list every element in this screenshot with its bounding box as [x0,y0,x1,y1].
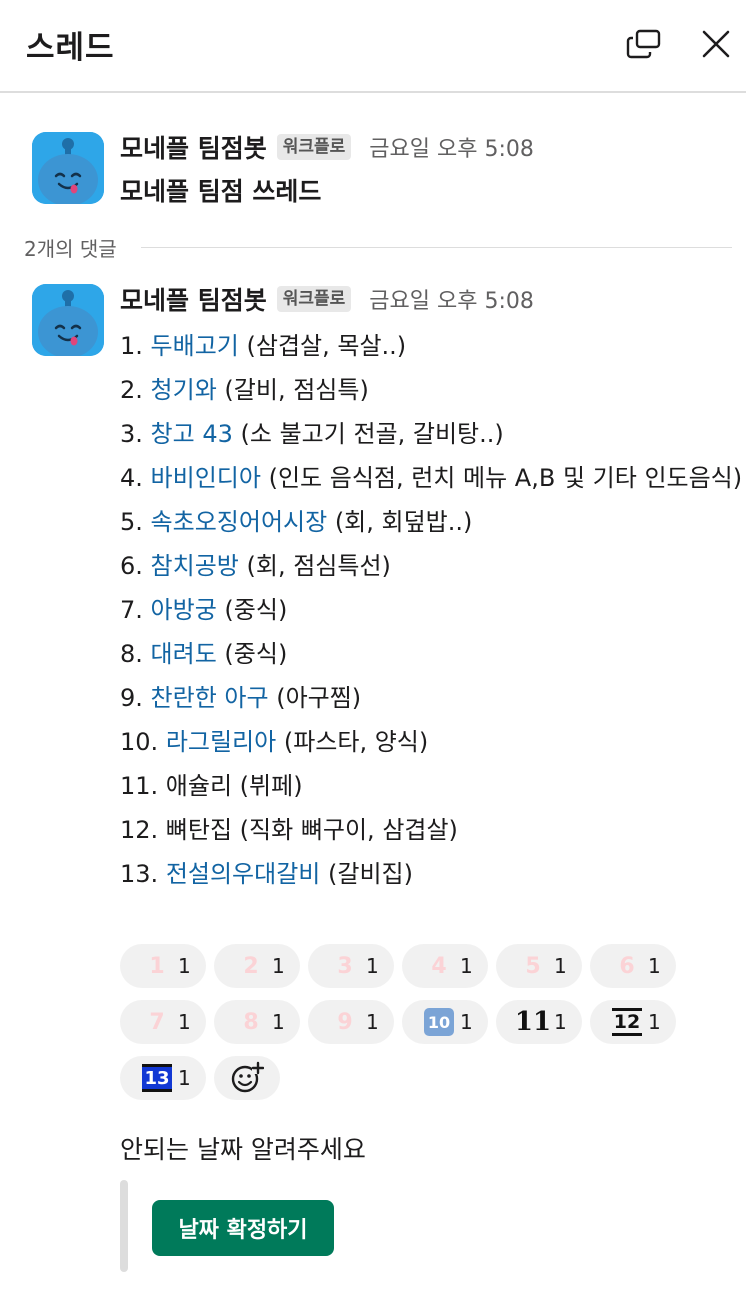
message-timestamp[interactable]: 금요일 오후 5:08 [369,289,534,314]
list-item: 9. 찬란한 아구 (아구찜) [120,684,362,712]
reaction-count: 1 [366,954,379,978]
message-text: 모네플 팀점 쓰레드 [120,177,322,206]
reaction-pill[interactable]: 13 1 [120,1056,206,1100]
number-13-icon: 13 [142,1064,172,1092]
list-item: 2. 청기와 (갈비, 점심특) [120,376,369,404]
restaurant-link[interactable]: 아방궁 [150,596,217,624]
reaction-count: 1 [648,1010,661,1034]
list-item: 10. 라그릴리아 (파스타, 양식) [120,728,429,756]
list-item: 13. 전설의우대갈비 (갈비집) [120,860,413,888]
reaction-count: 1 [178,1010,191,1034]
keycap-2-icon: 2 [243,953,259,979]
reply-divider: 2개의 댓글 [24,232,732,262]
restaurant-link[interactable]: 참치공방 [150,552,239,580]
reaction-count: 1 [366,1010,379,1034]
keycap-3-icon: 3 [337,953,353,979]
app-badge: 워크플로 [276,286,352,312]
reaction-count: 1 [554,954,567,978]
restaurant-link[interactable]: 찬란한 아구 [150,684,269,712]
restaurant-link[interactable]: 창고 43 [150,420,233,448]
attachment-bar [120,1180,128,1272]
keycap-1-icon: 1 [149,953,165,979]
list-item: 1. 두배고기 (삼겹살, 목살..) [120,332,407,360]
restaurant-link[interactable]: 전설의우대갈비 [165,860,321,888]
add-reaction-button[interactable] [214,1056,280,1100]
robot-face-icon [32,132,104,204]
reaction-count: 1 [178,1066,191,1090]
list-item: 3. 창고 43 (소 불고기 전골, 갈비탕..) [120,420,504,448]
list-item: 5. 속초오징어어시장 (회, 회덮밥..) [120,508,473,536]
close-icon [702,30,730,58]
number-11-icon: 11 [514,1007,552,1037]
sender-name[interactable]: 모네플 팀점봇 [120,134,267,163]
robot-face-icon [32,284,104,356]
bot-avatar[interactable] [32,132,104,204]
reaction-count: 1 [272,1010,285,1034]
message-meta: 모네플 팀점봇 워크플로 금요일 오후 5:08 [120,283,534,315]
list-item: 4. 바비인디아 (인도 음식점, 런치 메뉴 A,B 및 기타 인도음식) [120,464,743,492]
keycap-8-icon: 8 [243,1009,259,1035]
bot-avatar[interactable] [32,284,104,356]
restaurant-link[interactable]: 속초오징어어시장 [150,508,328,536]
restaurant-link[interactable]: 바비인디아 [150,464,261,492]
reaction-count: 1 [460,954,473,978]
keycap-6-icon: 6 [619,953,635,979]
list-item: 11. 애슐리 (뷔페) [120,772,303,800]
reply-count: 2개의 댓글 [24,236,117,261]
reaction-count: 1 [460,1010,473,1034]
restaurant-link[interactable]: 대려도 [150,640,217,668]
reaction-pill[interactable]: 10 1 [402,1000,488,1044]
reaction-count: 1 [648,954,661,978]
popout-button[interactable] [624,24,664,64]
app-badge: 워크플로 [276,134,352,160]
reaction-count: 1 [178,954,191,978]
add-reaction-icon [231,1061,264,1093]
number-12-icon: 12 [612,1008,642,1036]
message-meta: 모네플 팀점봇 워크플로 금요일 오후 5:08 [120,131,534,163]
keycap-7-icon: 7 [149,1009,165,1035]
popout-window-icon [626,29,661,59]
restaurant-list: 1. 두배고기 (삼겹살, 목살..) 2. 청기와 (갈비, 점심특) 3. … [120,324,746,896]
thread-header: 스레드 [0,0,746,93]
keycap-4-icon: 4 [431,953,447,979]
list-item: 8. 대려도 (중식) [120,640,288,668]
list-item: 12. 뼈탄집 (직화 뼈구이, 삼겹살) [120,816,458,844]
sender-name[interactable]: 모네플 팀점봇 [120,286,267,315]
prompt-text: 안되는 날짜 알려주세요 [120,1135,366,1164]
restaurant-link[interactable]: 두배고기 [150,332,239,360]
keycap-10-icon: 10 [424,1008,454,1036]
reaction-count: 1 [554,1010,567,1034]
list-item: 7. 아방궁 (중식) [120,596,288,624]
reaction-count: 1 [272,954,285,978]
close-button[interactable] [696,24,736,64]
divider-line [140,246,732,248]
restaurant-link[interactable]: 청기와 [150,376,217,404]
keycap-9-icon: 9 [337,1009,353,1035]
message-timestamp[interactable]: 금요일 오후 5:08 [369,137,534,162]
restaurant-link[interactable]: 라그릴리아 [165,728,277,756]
thread-title: 스레드 [26,30,115,66]
reaction-pill[interactable]: 12 1 [590,1000,676,1044]
list-item: 6. 참치공방 (회, 점심특선) [120,552,391,580]
keycap-5-icon: 5 [525,953,541,979]
confirm-date-button[interactable]: 날짜 확정하기 [152,1200,334,1256]
reaction-pill[interactable]: 11 1 [496,1000,582,1044]
